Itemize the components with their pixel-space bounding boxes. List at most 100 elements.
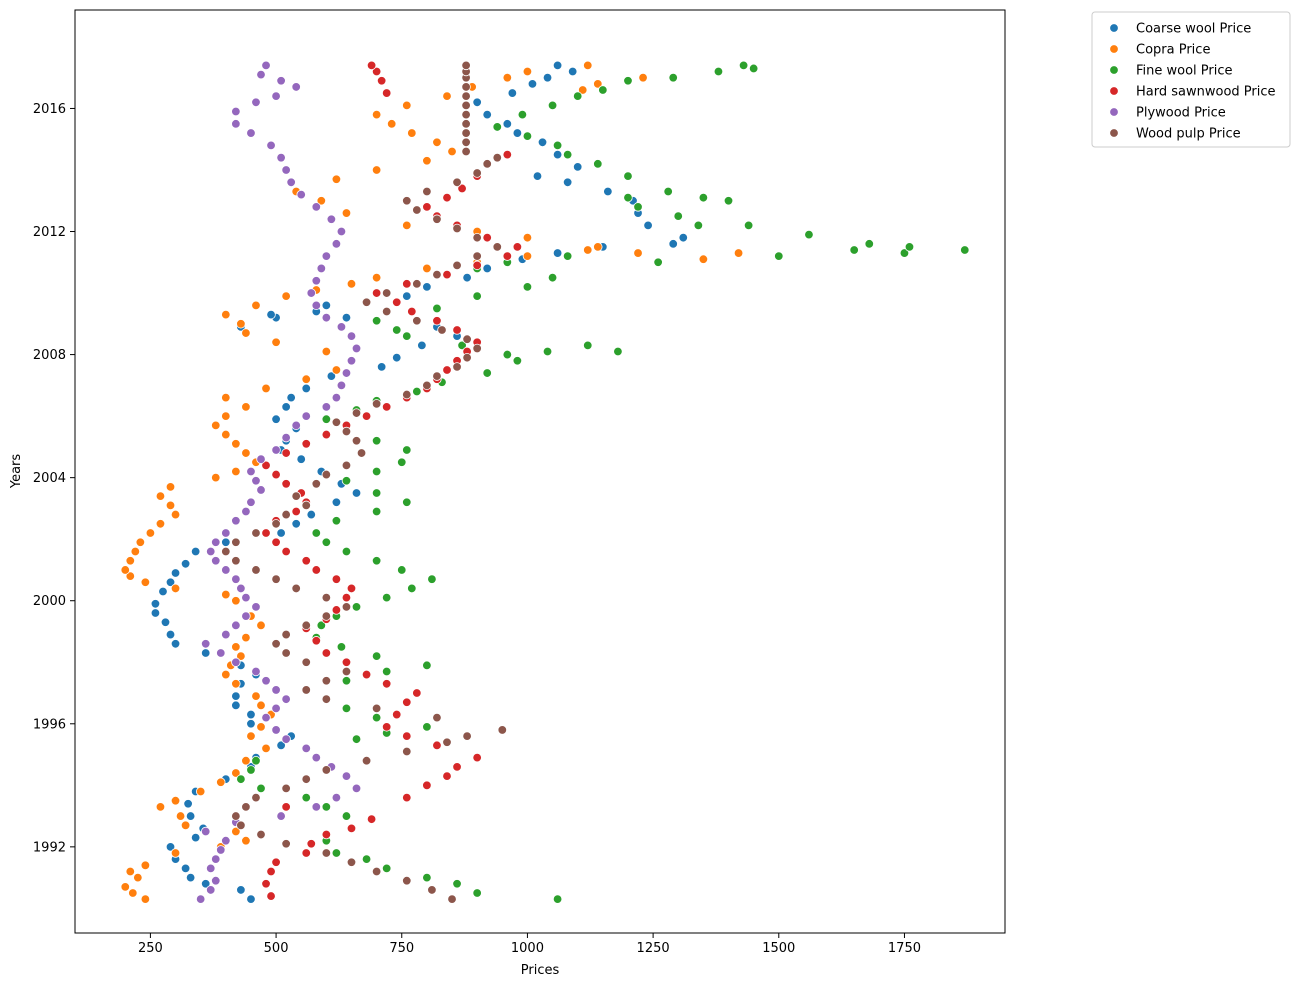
y-tick-label: 2000 (33, 594, 66, 609)
data-point (583, 340, 593, 351)
data-point (472, 260, 482, 271)
data-point (281, 648, 291, 658)
data-point (371, 436, 382, 446)
data-point (281, 629, 291, 640)
series-0 (150, 60, 688, 904)
data-point (341, 657, 352, 667)
data-point (301, 500, 311, 511)
data-point (231, 679, 241, 689)
data-point (387, 119, 397, 129)
data-point (331, 792, 342, 803)
data-point (427, 885, 437, 895)
data-point (128, 888, 138, 898)
data-point (346, 279, 357, 289)
data-point (698, 192, 709, 203)
data-point (341, 312, 352, 323)
data-point (402, 100, 412, 111)
data-point (231, 119, 241, 129)
data-point (402, 731, 412, 741)
data-point (291, 506, 301, 517)
data-point (461, 137, 471, 147)
data-point (341, 426, 352, 437)
data-point (578, 85, 588, 95)
data-point (281, 734, 291, 744)
data-point (221, 528, 231, 538)
data-point (562, 149, 573, 160)
data-point (306, 288, 316, 298)
data-point (693, 220, 704, 231)
data-point (165, 629, 176, 640)
data-point (527, 79, 538, 89)
data-point (346, 823, 357, 834)
data-point (427, 574, 437, 584)
data-point (960, 245, 970, 255)
data-point (331, 848, 342, 858)
data-point (512, 242, 523, 252)
data-point (246, 128, 256, 138)
data-point (502, 119, 513, 129)
data-point (392, 352, 402, 363)
data-point (180, 863, 191, 874)
data-point (170, 509, 181, 520)
data-point (271, 91, 281, 101)
data-point (261, 879, 271, 889)
data-point (346, 857, 357, 867)
data-point (276, 811, 286, 821)
data-point (301, 411, 311, 421)
data-point (241, 402, 251, 412)
data-point (291, 420, 301, 431)
data-point (633, 248, 643, 258)
data-point (402, 331, 412, 341)
data-point (331, 497, 342, 507)
data-point (221, 429, 231, 440)
data-point (321, 611, 332, 621)
data-point (135, 537, 146, 547)
data-point (552, 60, 563, 71)
data-point (552, 140, 563, 151)
data-point (673, 211, 683, 221)
data-point (713, 66, 724, 77)
data-point (221, 589, 231, 600)
data-point (402, 746, 412, 757)
data-point (547, 272, 558, 283)
data-point (251, 476, 261, 486)
data-point (341, 602, 352, 612)
data-point (231, 657, 241, 667)
data-point (231, 768, 241, 778)
data-point (271, 537, 281, 547)
data-point (271, 703, 281, 714)
data-point (140, 894, 151, 904)
data-point (331, 417, 342, 427)
data-point (472, 291, 482, 301)
data-point (281, 546, 291, 557)
data-point (371, 466, 382, 477)
data-point (256, 485, 266, 495)
data-point (266, 866, 276, 877)
data-point (422, 780, 432, 791)
data-point (145, 528, 156, 538)
data-point (256, 620, 266, 631)
x-tick-label: 500 (264, 941, 289, 956)
data-point (276, 528, 286, 538)
data-point (442, 192, 452, 203)
data-point (195, 786, 206, 797)
data-point (422, 282, 432, 292)
data-point (311, 276, 321, 286)
legend-label: Fine wool Price (1136, 64, 1233, 79)
data-point (331, 516, 342, 526)
data-point (562, 251, 573, 261)
data-point (331, 574, 342, 584)
data-point (371, 399, 382, 409)
data-point (341, 703, 352, 714)
data-point (402, 697, 412, 707)
y-axis: 1992 1996 2000 2004 2008 2012 2016 (33, 102, 75, 855)
data-point (432, 740, 442, 751)
data-point (422, 202, 432, 212)
data-point (321, 414, 332, 424)
data-point (482, 263, 492, 274)
data-point (246, 497, 256, 507)
data-point (311, 202, 321, 212)
data-point (723, 196, 734, 206)
data-point (402, 220, 412, 231)
data-point (381, 722, 392, 732)
